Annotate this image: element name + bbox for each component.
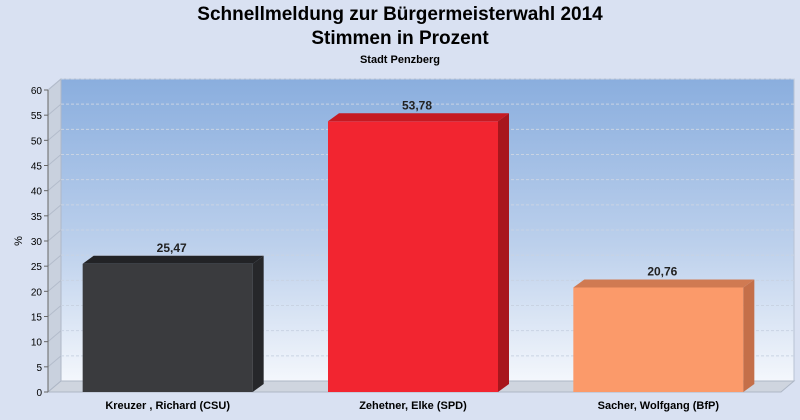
y-tick-label: 0 — [36, 388, 42, 399]
chart-subtitle: Stadt Penzberg — [359, 54, 441, 66]
x-category-label: Sacher, Wolfgang (BfP) — [598, 400, 720, 412]
y-tick-label: 10 — [31, 338, 43, 349]
bar — [82, 255, 264, 392]
y-tick-label: 30 — [31, 237, 43, 248]
y-tick-label: 55 — [31, 111, 43, 122]
x-category-label: Kreuzer , Richard (CSU) — [105, 400, 230, 412]
y-tick-label: 5 — [36, 363, 42, 374]
bar-front — [82, 263, 253, 392]
y-tick-label: 50 — [31, 136, 43, 147]
chart-title: Schnellmeldung zur Bürgermeisterwahl 201… — [197, 4, 603, 25]
gridline-side — [47, 279, 62, 292]
gridline-side — [47, 204, 62, 217]
gridline-side — [47, 103, 62, 116]
gridline-side — [47, 355, 62, 368]
y-tick-label: 25 — [31, 262, 43, 273]
gridline-side — [47, 229, 62, 242]
bar — [328, 113, 509, 392]
chart-title-line2: Stimmen in Prozent — [311, 28, 489, 49]
bar-side — [498, 113, 509, 392]
bar-front — [573, 287, 744, 392]
gridline-side — [47, 305, 62, 317]
bar-value-label: 25,47 — [157, 241, 187, 255]
y-axis-label: % — [13, 236, 25, 246]
gridline-side — [47, 254, 62, 267]
y-tick-label: 15 — [31, 313, 43, 324]
bar-value-label: 20,76 — [647, 265, 677, 279]
gridline-side — [47, 78, 62, 91]
bar-front — [328, 121, 498, 392]
bar-top — [82, 255, 264, 264]
bar-top — [328, 113, 509, 122]
gridline-side — [47, 128, 62, 141]
x-category-label: Zehetner, Elke (SPD) — [359, 400, 467, 412]
bar-top — [573, 279, 755, 288]
bar-side — [252, 255, 264, 392]
bar-value-label: 53,78 — [402, 98, 432, 112]
gridline-side — [47, 179, 62, 192]
y-tick-label: 60 — [31, 86, 43, 97]
y-tick-label: 35 — [31, 212, 43, 223]
bar-side — [743, 279, 755, 392]
bar — [573, 279, 755, 392]
y-tick-label: 20 — [31, 287, 43, 298]
y-tick-label: 45 — [31, 162, 43, 173]
gridline-side — [47, 154, 62, 166]
gridline-side — [47, 330, 62, 343]
y-tick-label: 40 — [31, 187, 43, 198]
